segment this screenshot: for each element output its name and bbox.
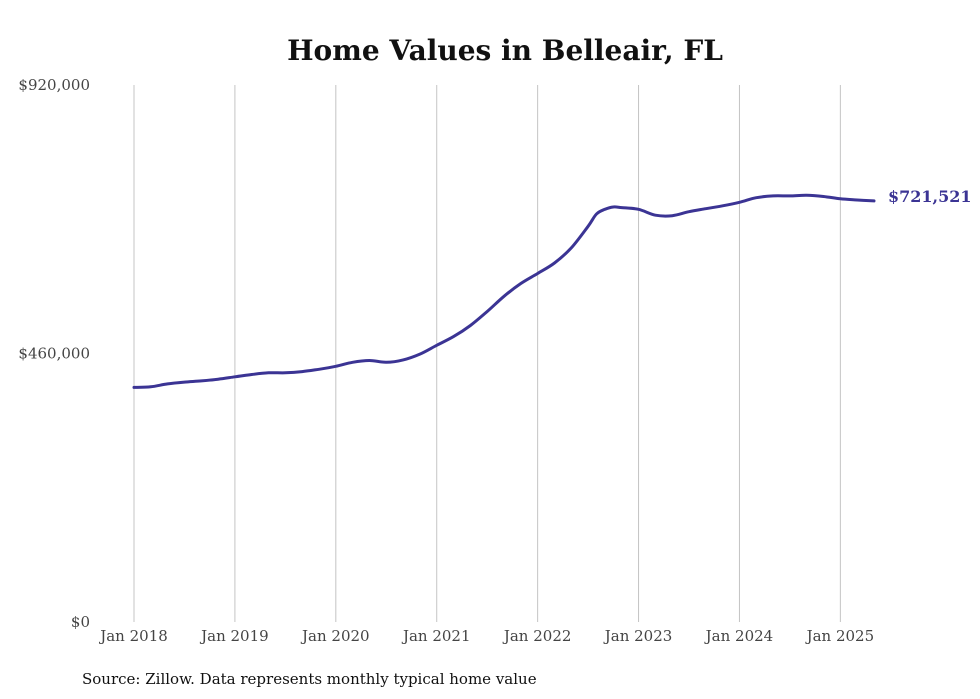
- source-note: Source: Zillow. Data represents monthly …: [82, 670, 537, 688]
- x-tick-label: Jan 2019: [199, 627, 269, 645]
- x-tick-label: Jan 2021: [401, 627, 471, 645]
- grid-layer: [133, 85, 841, 622]
- chart-title: Home Values in Belleair, FL: [287, 34, 723, 67]
- x-tick-label: Jan 2024: [704, 627, 774, 645]
- y-tick-label: $0: [71, 613, 90, 631]
- series-line-home-value: [132, 193, 876, 389]
- x-tick-label: Jan 2025: [805, 627, 875, 645]
- x-tick-label: Jan 2022: [502, 627, 572, 645]
- y-axis-ticks: $0 $460,000 $920,000: [18, 76, 90, 631]
- end-value-label: $721,521: [888, 187, 972, 206]
- x-tick-label: Jan 2023: [603, 627, 673, 645]
- y-tick-label: $920,000: [18, 76, 90, 94]
- x-axis-ticks: Jan 2018 Jan 2019 Jan 2020 Jan 2021 Jan 2022…: [98, 627, 874, 645]
- x-tick-label: Jan 2018: [98, 627, 168, 645]
- x-tick-label: Jan 2020: [300, 627, 370, 645]
- y-tick-label: $460,000: [18, 345, 90, 363]
